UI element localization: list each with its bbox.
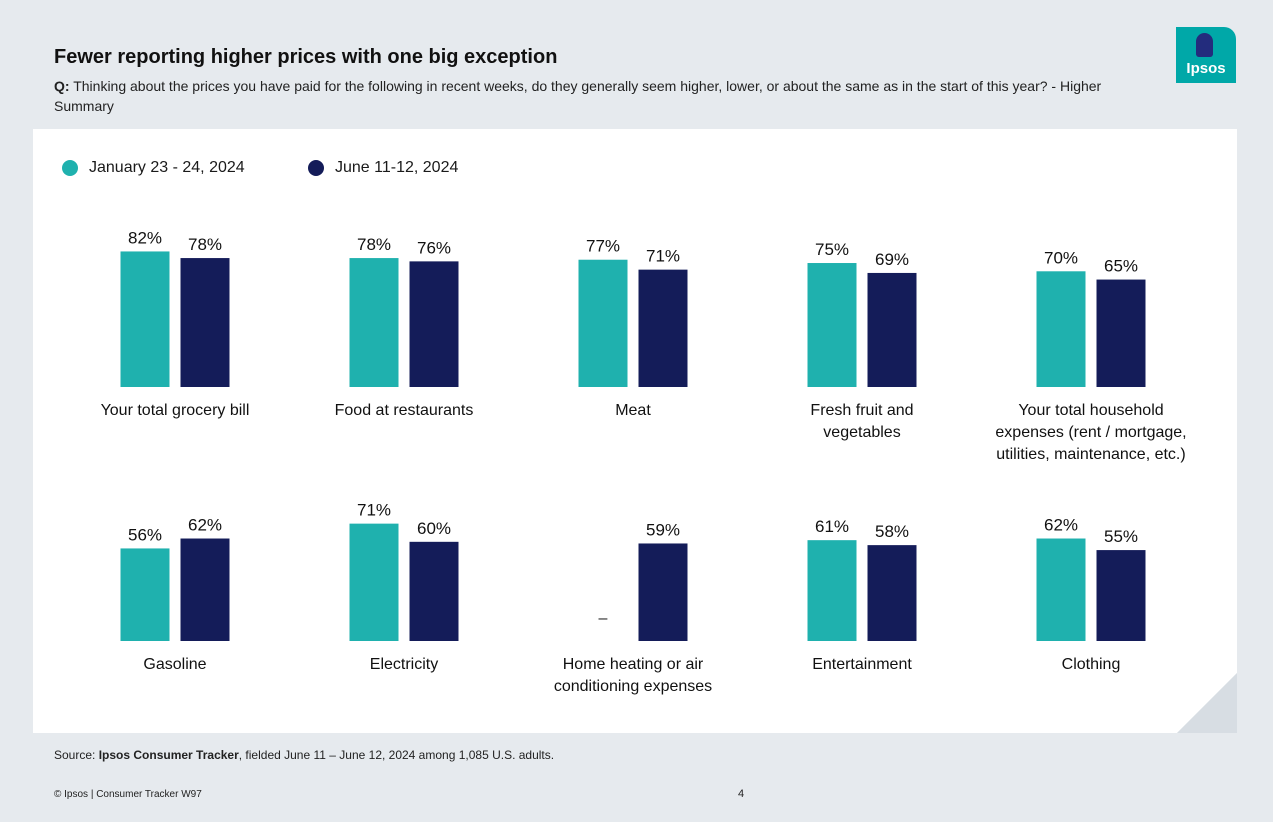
- bar-value-label: 60%: [417, 519, 451, 538]
- category-label: expenses (rent / mortgage,: [995, 424, 1186, 441]
- bar-june: [1096, 279, 1146, 387]
- copyright: © Ipsos | Consumer Tracker W97: [54, 789, 202, 800]
- category-label: Fresh fruit and: [810, 402, 913, 419]
- bar-january: [349, 523, 399, 641]
- bar-june: [867, 272, 917, 387]
- bar-value-label: 69%: [875, 250, 909, 269]
- category-label: Meat: [615, 402, 651, 419]
- bar-value-label: 58%: [875, 522, 909, 541]
- category-label: Food at restaurants: [335, 402, 474, 419]
- bar-value-label: 56%: [128, 525, 162, 544]
- bar-january: [1036, 271, 1086, 387]
- category-label: conditioning expenses: [554, 678, 712, 695]
- question-label: Q:: [54, 78, 70, 94]
- source-detail: , fielded June 11 – June 12, 2024 among …: [238, 748, 555, 762]
- category-label: Clothing: [1062, 656, 1121, 673]
- category-label: Home heating or air: [563, 656, 704, 673]
- bar-value-label: 78%: [188, 235, 222, 254]
- bar-january: [807, 263, 857, 387]
- category-label: Entertainment: [812, 656, 912, 673]
- source-note: Source: Ipsos Consumer Tracker, fielded …: [54, 748, 554, 762]
- bar-june: [409, 541, 459, 641]
- bar-value-label: 82%: [128, 228, 162, 247]
- missing-value-label: –: [599, 610, 608, 627]
- legend-item-june: June 11-12, 2024: [308, 157, 458, 179]
- bar-june: [409, 261, 459, 387]
- bar-value-label: 55%: [1104, 527, 1138, 546]
- bar-june: [867, 545, 917, 641]
- bar-value-label: 61%: [815, 517, 849, 536]
- bar-value-label: 62%: [1044, 516, 1078, 535]
- bar-june: [180, 538, 230, 641]
- bar-value-label: 59%: [646, 520, 680, 539]
- source-label: Source:: [54, 748, 96, 762]
- category-label: utilities, maintenance, etc.): [996, 446, 1185, 463]
- category-label: Your total grocery bill: [101, 402, 250, 419]
- bar-january: [807, 540, 857, 641]
- bar-january: [578, 259, 628, 387]
- bar-value-label: 71%: [357, 501, 391, 520]
- bar-january: [349, 258, 399, 387]
- chart-panel: [33, 129, 1237, 733]
- legend-item-january: January 23 - 24, 2024: [62, 157, 245, 179]
- category-label: Gasoline: [143, 656, 206, 673]
- question-body: Thinking about the prices you have paid …: [54, 78, 1102, 114]
- bar-value-label: 71%: [646, 247, 680, 266]
- legend-label-june: June 11-12, 2024: [335, 159, 459, 176]
- legend-dot-january-icon: [62, 160, 78, 176]
- source-name: Ipsos Consumer Tracker: [98, 748, 239, 762]
- bar-june: [638, 269, 688, 387]
- bar-january: [1036, 538, 1086, 641]
- bar-value-label: 75%: [815, 240, 849, 259]
- bar-june: [180, 258, 230, 387]
- category-label: Your total household: [1018, 402, 1163, 419]
- ipsos-logo: Ipsos: [1176, 27, 1236, 83]
- bar-value-label: 76%: [417, 238, 451, 257]
- bar-june: [638, 543, 688, 641]
- bar-january: [120, 251, 170, 387]
- bar-value-label: 65%: [1104, 257, 1138, 276]
- bar-value-label: 78%: [357, 235, 391, 254]
- legend-dot-june-icon: [308, 160, 324, 176]
- category-label: vegetables: [823, 424, 900, 441]
- logo-text: Ipsos: [1186, 60, 1226, 77]
- question-text: Q: Thinking about the prices you have pa…: [54, 76, 1124, 116]
- bar-january: [120, 548, 170, 641]
- bar-value-label: 77%: [586, 237, 620, 256]
- page-number: 4: [738, 788, 745, 800]
- bar-june: [1096, 550, 1146, 641]
- legend-label-january: January 23 - 24, 2024: [89, 159, 245, 176]
- category-label: Electricity: [370, 656, 438, 673]
- bar-value-label: 70%: [1044, 248, 1078, 267]
- logo-figure-icon: [1196, 33, 1213, 57]
- page-title: Fewer reporting higher prices with one b…: [54, 46, 558, 68]
- bar-value-label: 62%: [188, 516, 222, 535]
